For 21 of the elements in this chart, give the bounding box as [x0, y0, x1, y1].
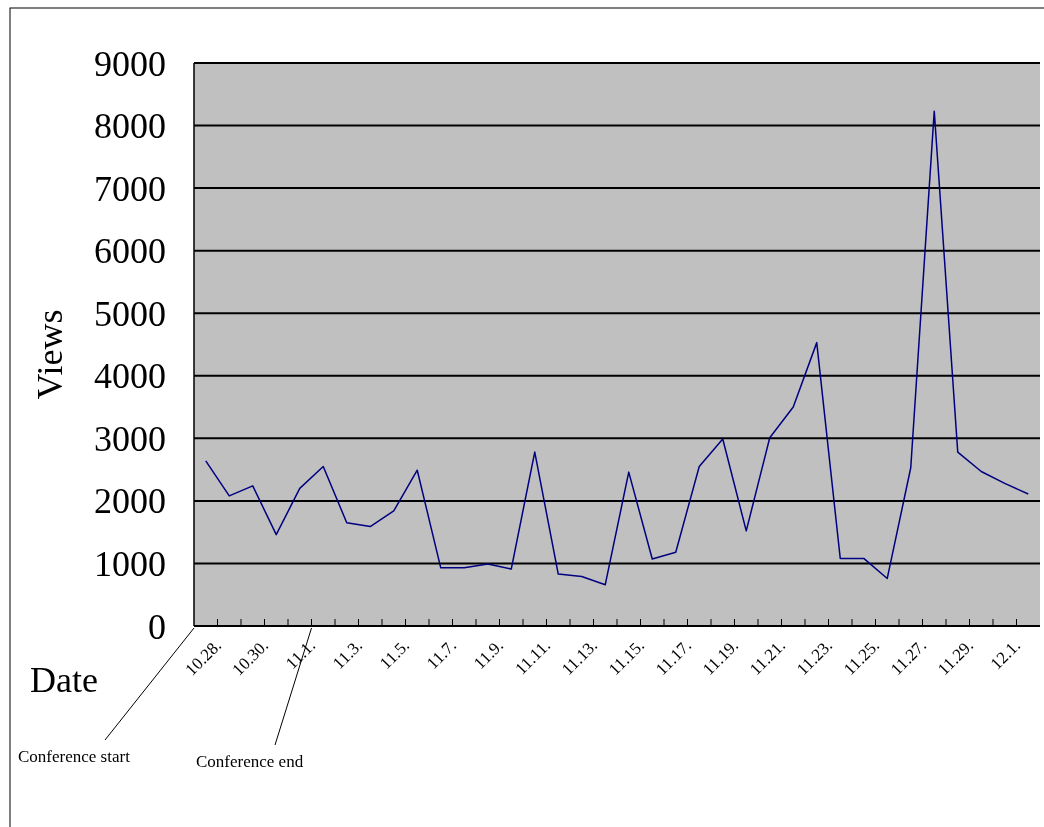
text: Conference start [18, 747, 131, 766]
x-axis-title: Date [30, 660, 98, 700]
text: Conference end [196, 752, 304, 771]
y-tick-label: 1000 [94, 544, 166, 585]
y-tick-label: 8000 [94, 106, 166, 147]
x-tick-label: 11.7. [422, 635, 460, 673]
x-tick-label: 11.5. [375, 635, 413, 673]
x-tick-label: 11.9. [469, 635, 507, 673]
y-tick-label: 6000 [94, 231, 166, 272]
y-tick-label: 4000 [94, 356, 166, 397]
line-series [205, 110, 1029, 586]
y-tick-label: 0 [148, 606, 166, 647]
y-tick-label: 5000 [94, 293, 166, 334]
y-tick-label: 3000 [94, 418, 166, 459]
x-tick-label: 11.1. [281, 635, 319, 673]
x-tick-label: 12.1. [986, 635, 1024, 674]
y-axis-title: Views [30, 309, 70, 400]
y-tick-label: 7000 [94, 168, 166, 209]
x-tick-label: 11.3. [328, 635, 366, 673]
y-tick-label: 9000 [94, 43, 166, 84]
y-tick-label: 2000 [94, 481, 166, 522]
